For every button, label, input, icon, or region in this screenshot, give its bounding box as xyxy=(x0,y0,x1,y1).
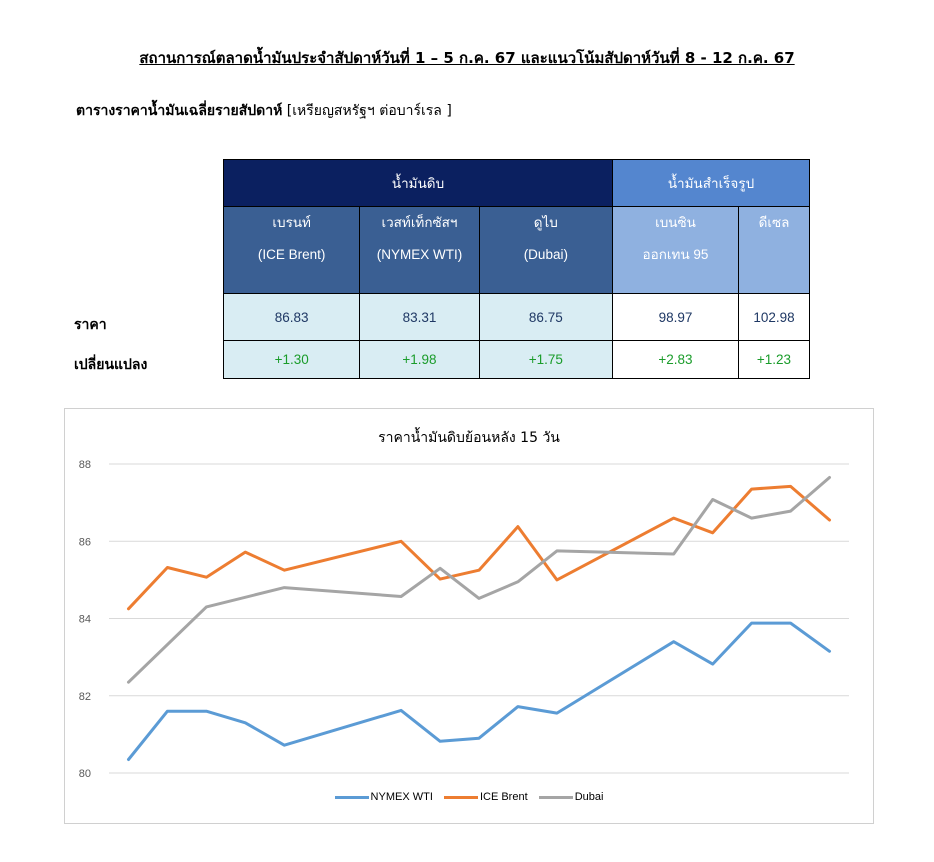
price-gasoline: 98.97 xyxy=(612,293,739,341)
group-refined-header: น้ำมันสำเร็จรูป xyxy=(612,159,810,207)
col-header-diesel: ดีเซล xyxy=(738,206,810,294)
legend-swatch-brent xyxy=(443,795,478,799)
change-wti: +1.98 xyxy=(359,340,480,379)
legend-item-dubai: Dubai xyxy=(538,791,604,803)
col-header-dubai: ดูไบ (Dubai) xyxy=(478,206,614,294)
y-tick-label: 82 xyxy=(79,691,91,703)
legend-label-brent: ICE Brent xyxy=(479,791,528,803)
y-tick-label: 86 xyxy=(79,536,91,548)
table-unit: [เหรียญสหรัฐฯ ต่อบาร์เรล ] xyxy=(286,103,452,119)
change-gasoline: +2.83 xyxy=(612,340,739,379)
chart-legend: NYMEX WTI ICE Brent Dubai xyxy=(65,791,873,803)
col-name: เวสท์เท็กซัสฯ xyxy=(381,215,458,230)
col-code: (ICE Brent) xyxy=(257,247,326,262)
table-title: ตารางราคาน้ำมันเฉลี่ยรายสัปดาห์ xyxy=(76,103,283,119)
legend-label-wti: NYMEX WTI xyxy=(370,791,433,803)
change-brent: +1.30 xyxy=(222,340,361,379)
price-wti: 83.31 xyxy=(359,293,480,341)
col-header-brent: เบรนท์ (ICE Brent) xyxy=(222,206,361,294)
series-line-wti xyxy=(127,621,831,761)
row-label-price: ราคา xyxy=(74,317,107,333)
legend-swatch-dubai xyxy=(538,795,573,799)
series-line-brent xyxy=(127,484,831,611)
row-label-change: เปลี่ยนแปลง xyxy=(74,357,148,373)
y-tick-label: 88 xyxy=(79,459,91,471)
col-name: เบรนท์ xyxy=(272,215,311,230)
col-header-wti: เวสท์เท็กซัสฯ (NYMEX WTI) xyxy=(359,206,480,294)
price-diesel: 102.98 xyxy=(738,293,810,341)
change-diesel: +1.23 xyxy=(738,340,810,379)
legend-item-wti: NYMEX WTI xyxy=(334,791,433,803)
col-code: (NYMEX WTI) xyxy=(376,247,463,262)
price-table: น้ำมันดิบ น้ำมันสำเร็จรูป เบรนท์ (ICE Br… xyxy=(222,159,810,379)
chart-plot: 80 82 84 86 88 xyxy=(79,459,849,780)
change-row: +1.30 +1.98 +1.75 +2.83 +1.23 xyxy=(222,340,810,379)
col-code: ออกเทน 95 xyxy=(642,247,709,262)
col-header-gasoline: เบนซิน ออกเทน 95 xyxy=(612,206,739,294)
price-brent: 86.83 xyxy=(222,293,361,341)
group-crude-header: น้ำมันดิบ xyxy=(223,159,613,207)
col-name: ดีเซล xyxy=(758,215,790,230)
y-tick-label: 84 xyxy=(79,614,91,626)
y-tick-label: 80 xyxy=(79,768,91,780)
change-dubai: +1.75 xyxy=(478,340,614,379)
price-row: 86.83 83.31 86.75 98.97 102.98 xyxy=(222,293,810,341)
page-title: สถานการณ์ตลาดน้ำมันประจำสัปดาห์วันที่ 1 … xyxy=(139,49,795,67)
table-caption: ตารางราคาน้ำมันเฉลี่ยรายสัปดาห์ [เหรียญส… xyxy=(76,100,452,122)
col-name: เบนซิน xyxy=(655,215,696,230)
price-dubai: 86.75 xyxy=(478,293,614,341)
legend-item-brent: ICE Brent xyxy=(443,791,528,803)
col-name: ดูไบ xyxy=(533,215,558,230)
col-code: (Dubai) xyxy=(523,247,568,262)
legend-swatch-wti xyxy=(334,795,369,799)
series-line-dubai xyxy=(127,476,831,684)
chart-title: ราคาน้ำมันดิบย้อนหลัง 15 วัน xyxy=(378,430,560,446)
legend-label-dubai: Dubai xyxy=(574,791,604,803)
crude-price-chart: ราคาน้ำมันดิบย้อนหลัง 15 วัน 80 82 84 86 88 … xyxy=(64,408,874,824)
